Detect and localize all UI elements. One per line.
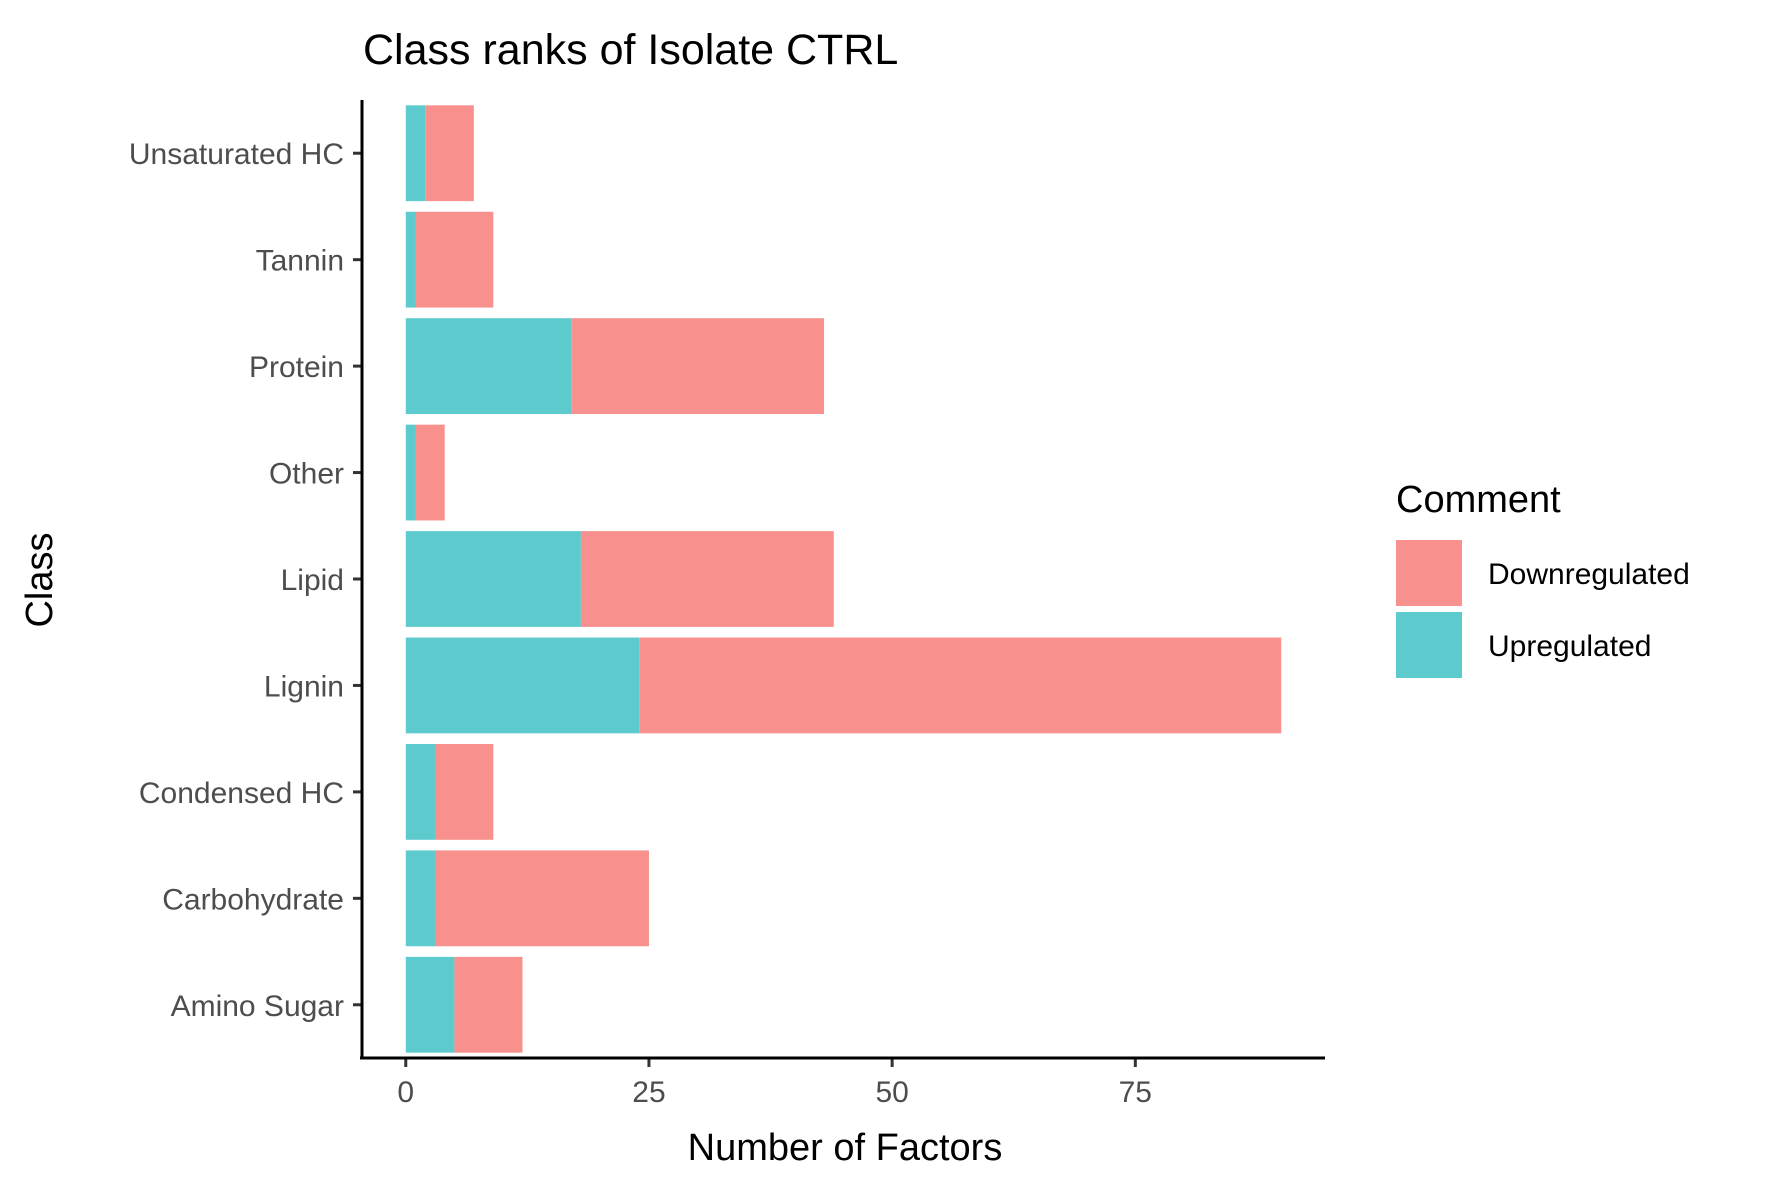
y-tick-label: Lipid: [281, 564, 344, 597]
bar-downregulated-condensed-hc: [434, 743, 494, 840]
bar-downregulated-tannin: [415, 211, 494, 308]
bar-upregulated-condensed-hc: [405, 743, 435, 840]
bar-upregulated-amino-sugar: [405, 956, 455, 1053]
bar-downregulated-other: [415, 424, 445, 521]
legend-label-downregulated: Downregulated: [1488, 558, 1690, 591]
y-tick-label: Amino Sugar: [171, 990, 344, 1023]
x-axis-title: Number of Factors: [688, 1127, 1003, 1169]
x-tick-label: 75: [1119, 1076, 1152, 1109]
y-tick-label: Lignin: [264, 670, 344, 703]
y-tick-label: Carbohydrate: [162, 883, 344, 916]
bar-downregulated-unsaturated-hc: [425, 105, 474, 202]
y-tick-label: Unsaturated HC: [129, 138, 344, 171]
legend-key-downregulated: [1396, 540, 1462, 606]
y-axis-ticks: Amino Sugar Carbohydrate Condensed HC Ligni…: [129, 138, 362, 1023]
legend-title: Comment: [1396, 479, 1561, 521]
bars: [405, 105, 1282, 1053]
x-axis-ticks: 0 25 50 75: [397, 1058, 1152, 1109]
y-axis-title: Class: [19, 532, 61, 627]
bar-upregulated-lipid: [405, 531, 581, 627]
y-tick-label: Protein: [249, 351, 344, 384]
bar-upregulated-carbohydrate: [405, 850, 435, 947]
bar-upregulated-lignin: [405, 637, 640, 734]
legend-key-upregulated: [1396, 612, 1462, 678]
x-tick-label: 0: [397, 1076, 414, 1109]
x-tick-label: 50: [875, 1076, 908, 1109]
bar-downregulated-lipid: [580, 531, 834, 627]
legend: Comment Downregulated Upregulated: [1396, 479, 1690, 678]
bar-downregulated-protein: [571, 318, 825, 415]
y-tick-label: Tannin: [256, 245, 344, 278]
bar-upregulated-unsaturated-hc: [405, 105, 426, 202]
bar-upregulated-protein: [405, 318, 572, 415]
x-tick-label: 25: [632, 1076, 665, 1109]
bar-upregulated-tannin: [405, 211, 416, 308]
bar-upregulated-other: [405, 424, 416, 521]
y-tick-label: Condensed HC: [139, 777, 344, 810]
bar-downregulated-lignin: [639, 637, 1282, 734]
chart-title: Class ranks of Isolate CTRL: [363, 26, 898, 74]
bar-downregulated-amino-sugar: [454, 956, 523, 1053]
legend-label-upregulated: Upregulated: [1488, 630, 1651, 663]
bar-downregulated-carbohydrate: [434, 850, 649, 947]
y-tick-label: Other: [269, 458, 344, 491]
